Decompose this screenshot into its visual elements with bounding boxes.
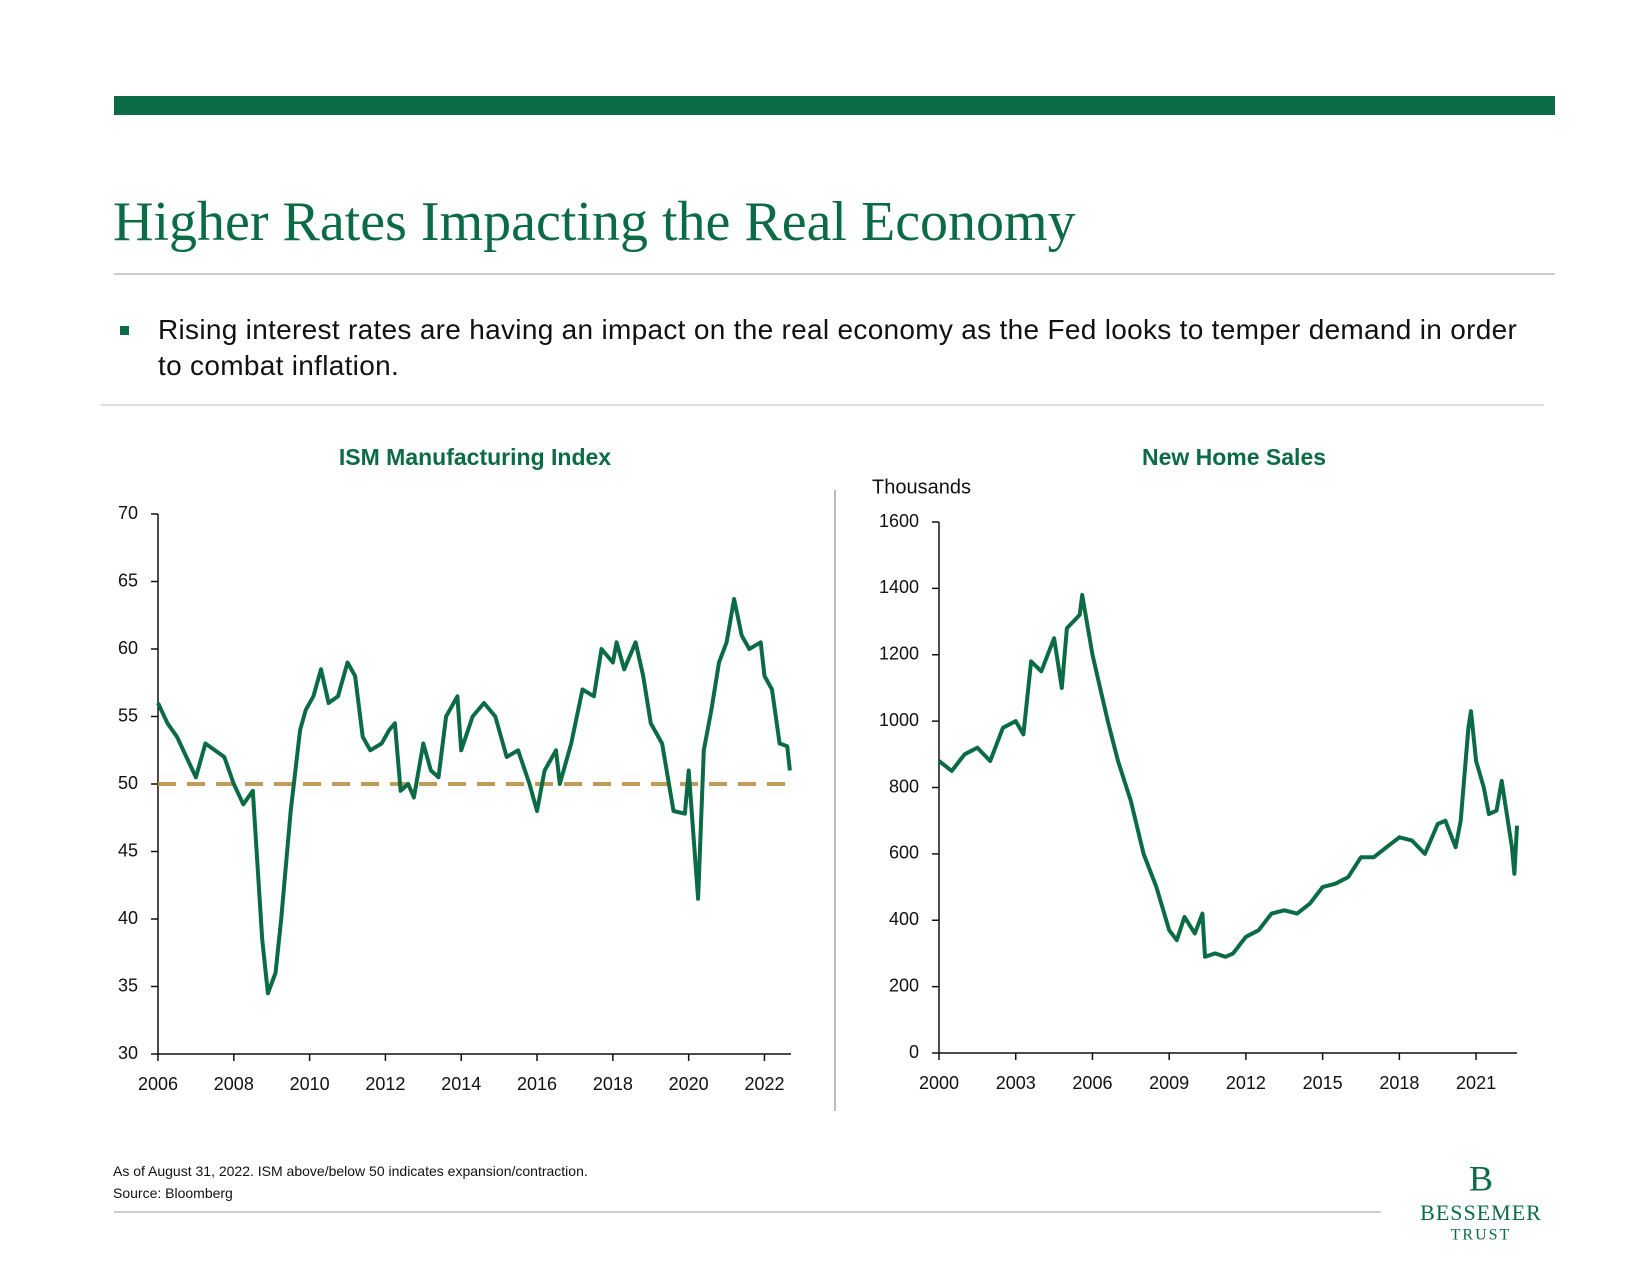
x-tick-label: 2010 [290,1074,330,1094]
x-tick-label: 2018 [593,1074,633,1094]
x-tick-label: 2020 [669,1074,709,1094]
y-tick-label: 1200 [879,644,919,664]
y-tick-label: 40 [118,908,138,928]
y-tick-label: 45 [118,840,138,860]
x-tick-label: 2000 [919,1073,959,1093]
x-tick-label: 2015 [1303,1073,1343,1093]
bullet-text: Rising interest rates are having an impa… [158,314,1518,381]
source: Source: Bloomberg [113,1185,233,1201]
x-tick-label: 2009 [1149,1073,1189,1093]
y-tick-label: 1000 [879,710,919,730]
y-tick-label: 600 [889,843,919,863]
y-tick-label: 65 [118,570,138,590]
y-tick-label: 30 [118,1043,138,1063]
x-tick-label: 2021 [1456,1073,1496,1093]
logo-sub: TRUST [1451,1227,1512,1244]
data-line [937,593,1519,959]
bullet-mark [120,326,129,335]
x-tick-label: 2018 [1379,1073,1419,1093]
y-tick-label: 400 [889,909,919,929]
y-tick-label: 55 [118,705,138,725]
y-tick-label: 800 [889,776,919,796]
chart-title: ISM Manufacturing Index [339,444,611,470]
x-tick-label: 2016 [517,1074,557,1094]
y-tick-label: 1400 [879,577,919,597]
y-tick-label: 1600 [879,511,919,531]
x-tick-label: 2014 [441,1074,481,1094]
x-tick-label: 2008 [214,1074,254,1094]
y-tick-label: 35 [118,975,138,995]
data-line [156,597,792,996]
y-tick-label: 200 [889,975,919,995]
logo-name: BESSEMER [1420,1200,1542,1225]
y-tick-label: 0 [909,1042,919,1062]
x-tick-label: 2006 [1072,1073,1112,1093]
y-tick-label: 60 [118,638,138,658]
y-axis-label: Thousands [872,476,971,498]
top-bar [114,96,1555,115]
x-tick-label: 2012 [365,1074,405,1094]
footnote: As of August 31, 2022. ISM above/below 5… [113,1163,588,1179]
y-tick-label: 70 [118,503,138,523]
logo-monogram: B [1469,1158,1493,1198]
chart-title: New Home Sales [1142,444,1326,470]
x-tick-label: 2006 [138,1074,178,1094]
x-tick-label: 2012 [1226,1073,1266,1093]
y-tick-label: 50 [118,773,138,793]
slide-title: Higher Rates Impacting the Real Economy [113,191,1076,253]
x-tick-label: 2003 [996,1073,1036,1093]
x-tick-label: 2022 [744,1074,784,1094]
